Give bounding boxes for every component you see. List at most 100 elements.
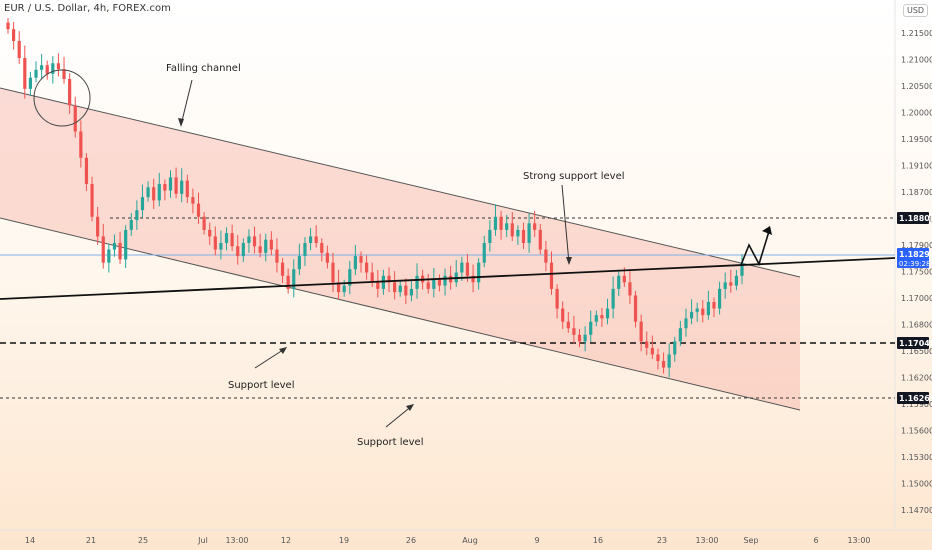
candle-body (633, 295, 638, 322)
arrowhead-1 (178, 118, 184, 127)
candle-body (561, 308, 565, 322)
candle-body (538, 229, 542, 250)
candle-body (673, 341, 677, 355)
candles-group (6, 18, 744, 378)
candle-body (477, 262, 481, 283)
price-tick-label: 1.15900 (901, 400, 932, 409)
arrowhead-4 (406, 404, 414, 411)
candle-body (622, 275, 626, 283)
falling-channel-fill (0, 88, 800, 410)
time-tick-label: 6 (813, 536, 818, 545)
time-tick-label: 9 (534, 536, 539, 545)
candle-body (740, 262, 744, 276)
price-tag-current: 1.18297 02:39:28 (897, 248, 932, 268)
candle-body (661, 361, 666, 368)
candle-body (678, 328, 682, 342)
candle-body (353, 256, 357, 270)
candle-body (152, 187, 156, 201)
candle-body (213, 236, 217, 250)
candle-body (140, 197, 145, 211)
projection-arrowhead (762, 226, 772, 235)
candle-body (645, 341, 649, 348)
candle-body (112, 242, 117, 250)
candle-body (516, 229, 520, 237)
candle-body (157, 183, 161, 201)
candle-body (471, 275, 475, 283)
candle-body (505, 223, 509, 230)
candle-body (577, 334, 582, 342)
price-tick-label: 1.16800 (901, 321, 932, 330)
svg-text:1.16265: 1.16265 (899, 394, 932, 403)
candle-body (734, 275, 738, 286)
arrowhead-2 (566, 257, 572, 265)
price-tick-label: 1.15000 (901, 480, 932, 489)
candle-body (79, 131, 83, 158)
time-tick-label: 23 (657, 536, 667, 545)
candle-body (269, 239, 273, 250)
candle-body (437, 279, 442, 286)
strong-support-trendline (0, 257, 896, 300)
candle-body (96, 216, 100, 237)
candle-body (62, 69, 66, 80)
support-label-arrow-1 (254, 347, 287, 369)
candle-body (219, 242, 223, 250)
candle-body (600, 315, 604, 319)
candle-body (174, 177, 178, 194)
candle-body (717, 288, 722, 309)
candle-body (656, 354, 660, 362)
candle-body (342, 285, 346, 293)
candle-body (45, 65, 49, 74)
candle-body (465, 262, 470, 276)
price-tick-label: 1.20000 (901, 109, 932, 118)
price-tag-1: 1.18802 (897, 212, 932, 224)
arrowhead-3 (279, 347, 287, 354)
candle-body (196, 203, 201, 217)
time-tick-label: Jul (197, 536, 208, 545)
candle-body (605, 308, 610, 319)
time-axis: 14 21 25 Jul 13:00 12 19 26 Aug 9 16 23 13:00 Sep 6 13:… (25, 536, 871, 545)
price-tick-label: 1.14700 (901, 506, 932, 515)
currency-button[interactable]: USD (903, 4, 929, 17)
candle-body (202, 216, 206, 230)
candle-body (40, 65, 44, 70)
candle-body (124, 229, 128, 260)
candle-body (611, 288, 615, 309)
candle-body (280, 262, 285, 276)
candle-body (393, 282, 397, 293)
candle-body (17, 40, 21, 59)
candle-body (409, 288, 414, 296)
candle-body (499, 216, 503, 230)
time-tick-label: 25 (138, 536, 148, 545)
time-tick-label: 12 (281, 536, 291, 545)
annotation-falling-channel: Falling channel (166, 63, 241, 74)
svg-text:1.18297: 1.18297 (899, 250, 932, 259)
candle-body (236, 246, 240, 257)
candle-body (23, 58, 27, 89)
candle-body (729, 282, 733, 286)
candle-body (275, 249, 279, 263)
candle-body (303, 242, 307, 257)
candle-body (286, 275, 290, 289)
candle-body (135, 210, 139, 221)
candle-body (701, 308, 705, 316)
svg-text:02:39:28: 02:39:28 (899, 260, 930, 268)
candle-body (572, 328, 576, 335)
candle-body (617, 275, 621, 289)
candle-body (415, 275, 419, 289)
candle-body (493, 216, 498, 230)
candle-body (168, 177, 173, 191)
candle-body (146, 187, 150, 198)
candle-body (370, 272, 374, 283)
candle-body (185, 180, 189, 198)
candle-body (68, 79, 72, 106)
candle-body (163, 183, 167, 191)
candle-body (364, 262, 369, 273)
candle-body (689, 311, 694, 319)
candle-body (482, 242, 486, 263)
candle-body (387, 275, 391, 283)
price-tick-label: 1.17000 (901, 294, 932, 303)
price-tick-label: 1.19500 (901, 135, 932, 144)
price-tick-label: 1.19100 (901, 162, 932, 171)
candle-body (650, 347, 654, 355)
